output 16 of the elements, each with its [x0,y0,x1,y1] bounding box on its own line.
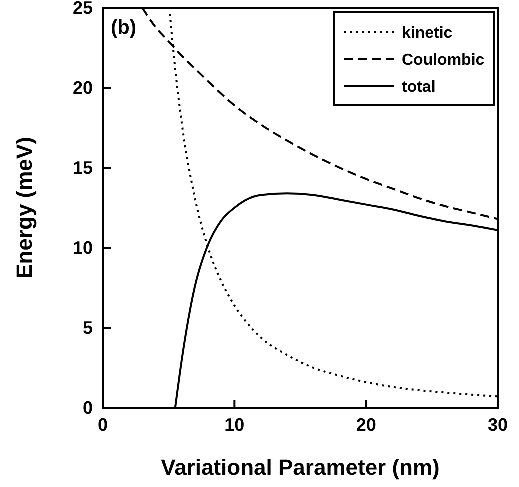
y-tick-label: 20 [72,78,93,98]
annotation: (b) [111,17,137,39]
legend-label: Coulombic [402,52,485,69]
legend-label: total [402,79,436,96]
y-tick-label: 0 [82,398,93,418]
y-axis-title: Energy (meV) [12,137,37,279]
x-tick-label: 0 [98,414,108,435]
y-tick-label: 10 [72,238,93,258]
x-axis-title: Variational Parameter (nm) [161,455,440,480]
x-tick-label: 20 [356,414,376,435]
y-tick-label: 15 [72,158,93,178]
x-tick-label: 30 [488,414,508,435]
x-tick-label: 10 [224,414,245,435]
y-tick-label: 5 [82,318,93,338]
y-tick-label: 25 [72,0,93,18]
legend-label: kinetic [402,25,453,42]
